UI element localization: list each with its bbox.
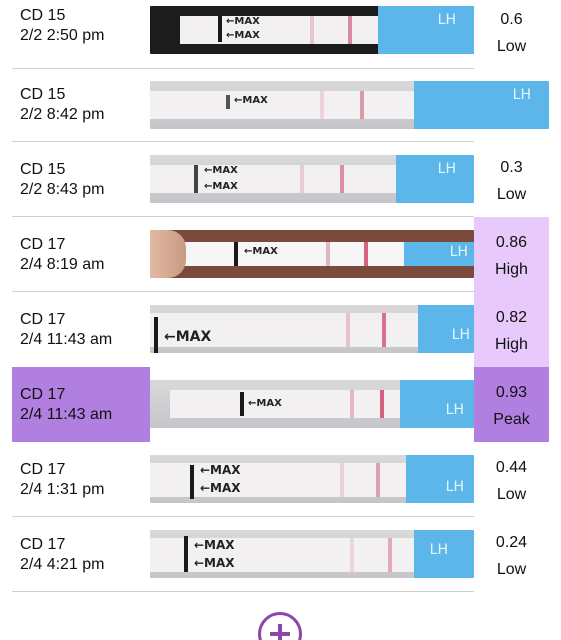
max-label: ←MAX <box>226 30 260 41</box>
lh-level: Peak <box>493 411 530 428</box>
entry-label: CD 17 2/4 4:21 pm <box>12 517 150 592</box>
max-label: ←MAX <box>244 246 278 257</box>
cycle-day: CD 17 <box>20 461 66 478</box>
divider <box>12 291 474 292</box>
max-label: ←MAX <box>248 398 282 409</box>
lh-label: LH <box>512 87 531 103</box>
lh-value: 0.6 <box>500 11 523 28</box>
max-label: ←MAX <box>194 538 235 552</box>
strip-photo: ←MAX LH <box>150 217 474 292</box>
list-item[interactable]: CD 17 2/4 1:31 pm ←MAX ←MAX LH 0.44 Low <box>0 442 561 517</box>
max-label: ←MAX <box>164 329 212 345</box>
max-label: ←MAX <box>200 463 241 477</box>
max-label: ←MAX <box>204 181 238 192</box>
divider <box>12 68 474 69</box>
entry-label: CD 17 2/4 11:43 am <box>12 292 150 367</box>
entry-label: CD 17 2/4 11:43 am <box>12 367 150 442</box>
lh-label: LH <box>449 244 468 260</box>
strip-photo: ←MAX ←MAX LH <box>150 0 474 75</box>
lh-label: LH <box>451 327 470 343</box>
max-label: ←MAX <box>204 165 238 176</box>
entry-datetime: 2/4 11:43 am <box>20 406 113 423</box>
cycle-day: CD 15 <box>20 86 66 103</box>
strip-photo: ←MAX LH <box>150 367 474 442</box>
entry-datetime: 2/2 8:42 pm <box>20 106 105 123</box>
lh-value: 0.3 <box>500 159 523 176</box>
lh-label: LH <box>445 479 464 495</box>
lh-label: LH <box>445 402 464 418</box>
lh-label: LH <box>429 542 448 558</box>
entry-datetime: 2/4 8:19 am <box>20 256 105 273</box>
divider <box>12 141 474 142</box>
lh-level: Low <box>496 486 527 503</box>
lh-value: 0.86 <box>495 234 528 251</box>
entry-label: CD 15 2/2 8:43 pm <box>12 142 150 217</box>
entry-label: CD 17 2/4 1:31 pm <box>12 442 150 517</box>
list-item[interactable]: CD 15 2/2 8:42 pm ←MAX LH <box>0 69 561 144</box>
strip-photo: ←MAX ←MAX LH <box>150 142 474 217</box>
value-cell: 0.93 Peak <box>474 367 549 442</box>
add-entry-button[interactable] <box>258 612 302 640</box>
strip-photo: ←MAX ←MAX LH <box>150 442 474 517</box>
entry-label: CD 15 2/2 8:42 pm <box>12 69 150 144</box>
max-label: ←MAX <box>200 481 241 495</box>
strip-photo: ←MAX LH <box>150 69 550 144</box>
value-cell: 0.82 High <box>474 292 549 367</box>
lh-level: Low <box>496 561 527 578</box>
lh-label: LH <box>437 12 456 28</box>
value-cell: 0.86 High <box>474 217 549 292</box>
lh-level: Low <box>496 38 527 55</box>
lh-level: Low <box>496 186 527 203</box>
divider <box>12 516 474 517</box>
cycle-day: CD 17 <box>20 311 66 328</box>
entry-datetime: 2/4 1:31 pm <box>20 481 105 498</box>
cycle-day: CD 15 <box>20 161 66 178</box>
value-cell: 0.44 Low <box>474 442 549 517</box>
list-item[interactable]: CD 17 2/4 11:43 am ←MAX LH 0.82 High <box>0 292 561 367</box>
value-cell: 0.3 Low <box>474 142 549 217</box>
lh-value: 0.82 <box>495 309 528 326</box>
entry-datetime: 2/4 4:21 pm <box>20 556 105 573</box>
lh-level: High <box>495 261 528 278</box>
lh-label: LH <box>437 161 456 177</box>
divider <box>12 591 474 592</box>
entry-datetime: 2/2 2:50 pm <box>20 27 105 44</box>
list-item[interactable]: CD 15 2/2 2:50 pm ←MAX ←MAX LH 0.6 Low <box>0 0 561 75</box>
list-item[interactable]: CD 15 2/2 8:43 pm ←MAX ←MAX LH 0.3 Low <box>0 142 561 217</box>
max-label: ←MAX <box>194 556 235 570</box>
finger <box>150 230 186 278</box>
lh-value: 0.24 <box>495 534 528 551</box>
cycle-day: CD 17 <box>20 386 66 403</box>
entry-label: CD 17 2/4 8:19 am <box>12 217 150 292</box>
plus-icon-stroke <box>278 624 282 640</box>
list-item[interactable]: CD 17 2/4 11:43 am ←MAX LH 0.93 Peak <box>0 367 561 442</box>
list-item[interactable]: CD 17 2/4 4:21 pm ←MAX ←MAX LH 0.24 Low <box>0 517 561 592</box>
entry-datetime: 2/4 11:43 am <box>20 331 113 348</box>
lh-level: High <box>495 336 528 353</box>
lh-value: 0.44 <box>495 459 528 476</box>
strip-photo: ←MAX LH <box>150 292 474 367</box>
entry-label: CD 15 2/2 2:50 pm <box>12 0 150 75</box>
list-item[interactable]: CD 17 2/4 8:19 am ←MAX LH 0.86 High <box>0 217 561 292</box>
max-label: ←MAX <box>226 16 260 27</box>
cycle-day: CD 17 <box>20 536 66 553</box>
entry-datetime: 2/2 8:43 pm <box>20 181 105 198</box>
cycle-day: CD 15 <box>20 7 66 24</box>
cycle-day: CD 17 <box>20 236 66 253</box>
max-label: ←MAX <box>234 95 268 106</box>
divider <box>12 216 474 217</box>
value-cell: 0.24 Low <box>474 517 549 592</box>
strip-photo: ←MAX ←MAX LH <box>150 517 474 592</box>
lh-value: 0.93 <box>495 384 528 401</box>
value-cell: 0.6 Low <box>474 0 549 75</box>
